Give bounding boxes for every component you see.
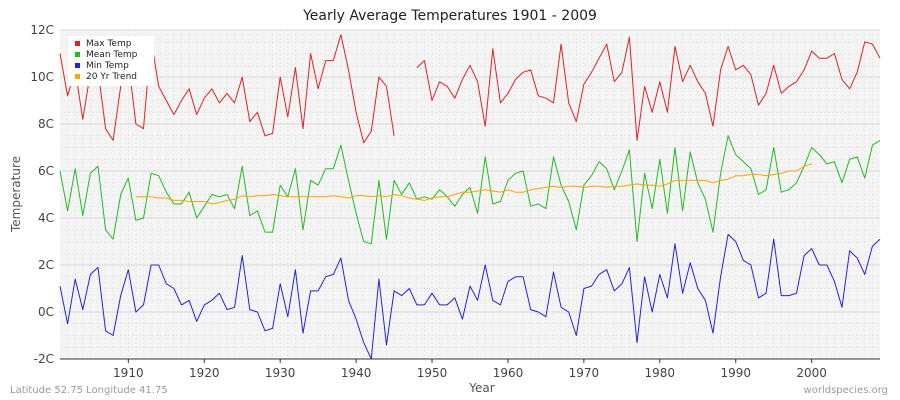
series-line [59, 233, 881, 360]
legend-label: Min Temp [86, 61, 129, 71]
series-line [59, 34, 395, 144]
legend-swatch [75, 63, 80, 68]
x-axis-label: Year [468, 381, 494, 395]
series-layer [59, 34, 881, 360]
x-tick-label: 1990 [720, 366, 751, 380]
legend-box [68, 36, 154, 86]
x-tick-label: 1970 [569, 366, 600, 380]
x-tick-label: 1920 [189, 366, 220, 380]
x-tick-label: 1940 [341, 366, 372, 380]
chart-title: Yearly Average Temperatures 1901 - 2009 [303, 8, 597, 24]
source-credit: worldspecies.org [803, 385, 888, 396]
series-max-temp [59, 34, 881, 144]
location-note: Latitude 52.75 Longitude 41.75 [10, 385, 168, 396]
legend-swatch [75, 74, 80, 79]
x-tick-label: 1930 [265, 366, 296, 380]
y-tick-label: 4C [38, 211, 54, 225]
y-tick-label: 0C [38, 305, 54, 319]
series-20-yr-trend [135, 163, 812, 205]
y-tick-label: 2C [38, 258, 54, 272]
x-tick-label: 1950 [417, 366, 448, 380]
legend-label: Mean Temp [86, 50, 138, 60]
series-line [59, 135, 881, 245]
legend-swatch [75, 52, 80, 57]
legend-label: 20 Yr Trend [86, 72, 137, 82]
y-tick-label: -2C [34, 352, 54, 366]
series-line [416, 36, 881, 141]
y-axis-ticks: 12C 10C 8C 6C 4C 2C 0C -2C [30, 23, 54, 366]
series-min-temp [59, 233, 881, 360]
y-tick-label: 6C [38, 164, 54, 178]
x-axis-ticks: 1910 1920 1930 1940 1950 1960 1970 1980 1990 2000 [113, 359, 827, 380]
y-axis-label: Temperature [9, 156, 23, 233]
legend-label: Max Temp [86, 39, 132, 49]
series-line [135, 163, 812, 205]
x-tick-label: 1980 [645, 366, 676, 380]
vertical-gridlines [67, 30, 873, 359]
legend-swatch [75, 41, 80, 46]
series-mean-temp [59, 135, 881, 245]
x-tick-label: 1910 [113, 366, 144, 380]
y-tick-label: 10C [30, 70, 54, 84]
y-tick-label: 8C [38, 117, 54, 131]
y-tick-label: 12C [30, 23, 54, 37]
x-tick-label: 2000 [796, 366, 827, 380]
x-tick-label: 1960 [493, 366, 524, 380]
